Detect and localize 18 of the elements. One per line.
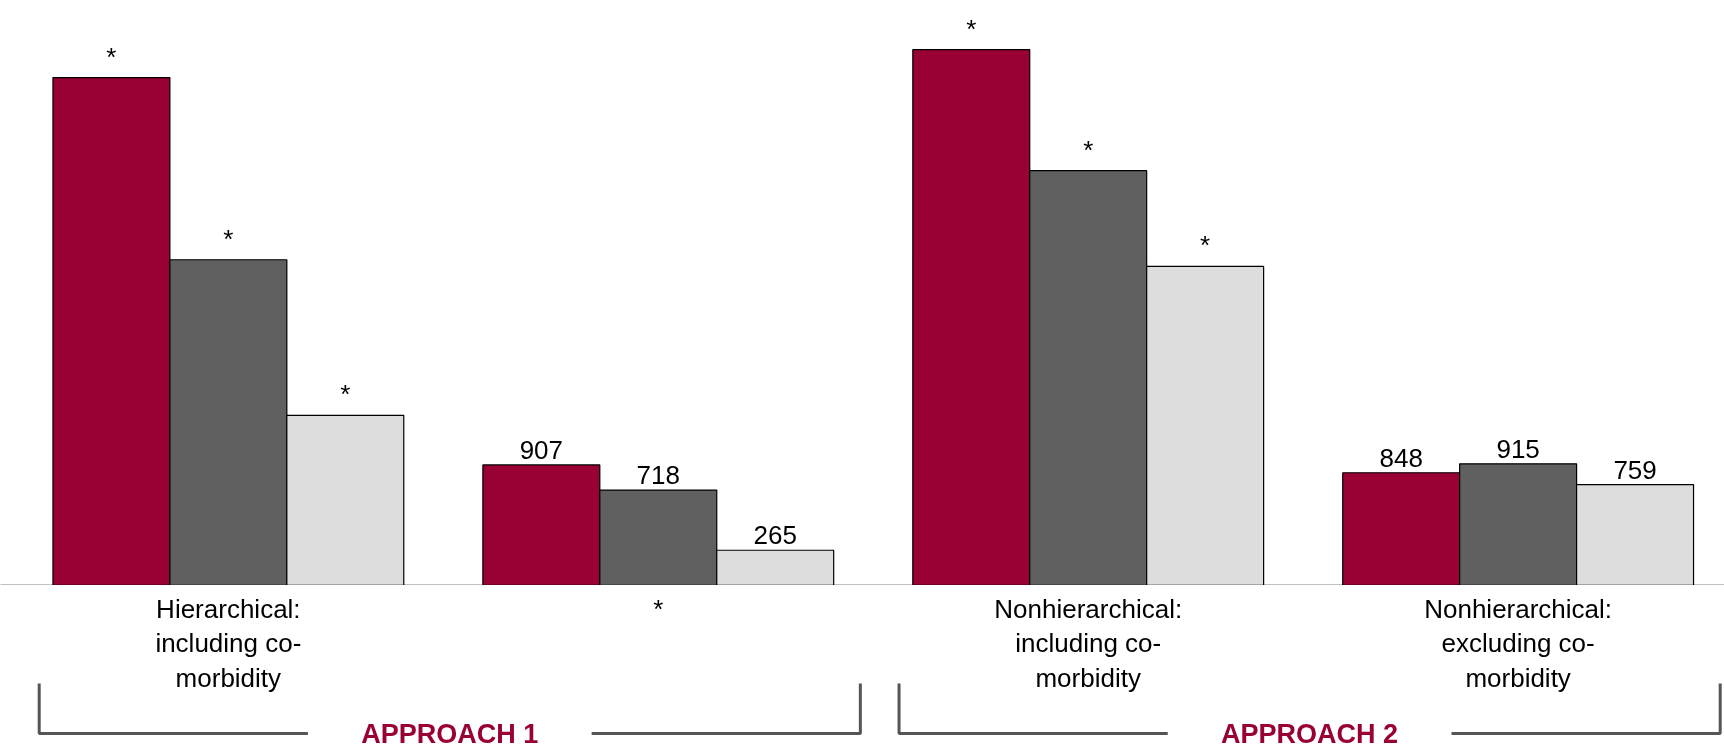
data-label: * [1200, 230, 1211, 261]
data-label: * [966, 13, 977, 44]
x-tick-label: Nonhierarchical: excluding co-morbidity [1424, 593, 1613, 693]
data-label: * [223, 223, 234, 254]
text: APPROACH 2 [1221, 718, 1399, 749]
data-label: 848 [1379, 442, 1423, 473]
data-label: 907 [519, 434, 564, 465]
data-label: 915 [1496, 433, 1540, 464]
data-label: 759 [1613, 454, 1657, 485]
data-label: 265 [753, 520, 797, 551]
x-tick-label: Nonhierarchical: including co-morbidity [994, 593, 1183, 693]
x-tick-label: Hierarchical: including co-morbidity [155, 593, 302, 693]
data-label: 718 [636, 460, 680, 491]
data-label: * [340, 379, 351, 410]
x-tick-label: * [653, 593, 664, 624]
data-label: * [106, 41, 117, 72]
data-label: * [1083, 134, 1094, 165]
text: APPROACH 1 [361, 718, 539, 749]
